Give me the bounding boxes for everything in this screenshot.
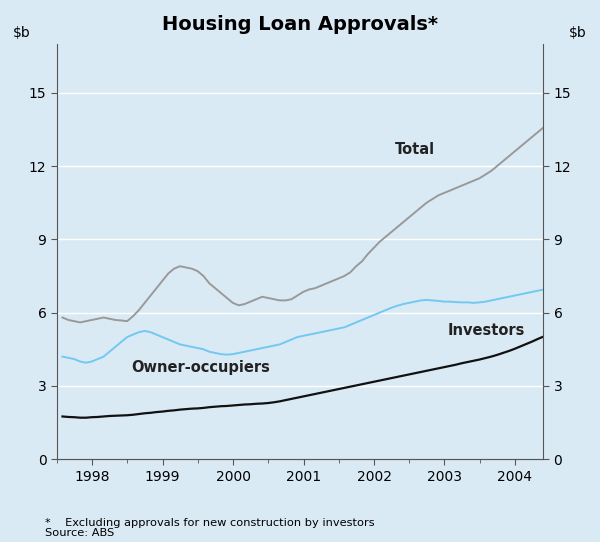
Text: Source: ABS: Source: ABS <box>45 528 114 538</box>
Text: $b: $b <box>569 25 587 40</box>
Text: Owner-occupiers: Owner-occupiers <box>131 360 270 376</box>
Text: Total: Total <box>395 142 435 157</box>
Text: *    Excluding approvals for new construction by investors: * Excluding approvals for new constructi… <box>45 519 374 528</box>
Text: Investors: Investors <box>448 322 526 338</box>
Text: $b: $b <box>13 25 31 40</box>
Title: Housing Loan Approvals*: Housing Loan Approvals* <box>162 15 438 34</box>
